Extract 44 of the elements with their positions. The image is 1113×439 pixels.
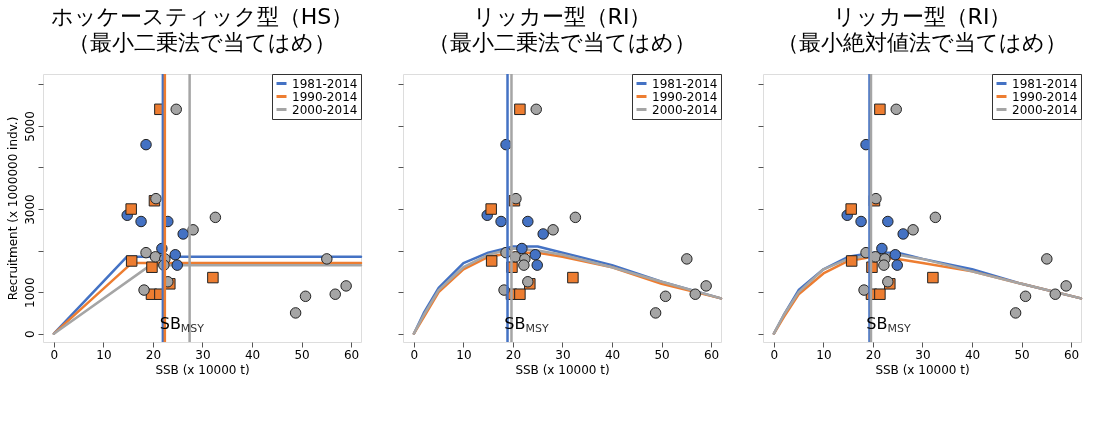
x-tick-label: 20	[145, 347, 162, 362]
x-tick-label: 10	[816, 347, 832, 362]
x-tick-label: 50	[654, 347, 670, 362]
chart-title: リッカー型（RI）	[832, 3, 1012, 29]
x-tick-label: 10	[96, 347, 112, 362]
x-tick-label: 0	[770, 347, 779, 362]
legend-label: 1990-2014	[652, 89, 718, 104]
x-tick-label: 50	[1014, 347, 1030, 362]
x-tick-label: 20	[865, 347, 882, 362]
x-axis-title: SSB (x 10000 t)	[155, 362, 250, 377]
y-tick-label: 0	[22, 330, 37, 339]
y-tick-label: 5000	[22, 111, 37, 142]
x-tick-label: 0	[410, 347, 419, 362]
y-axis-title: Recruitment (x 1000000 indv.)	[5, 116, 20, 301]
chart-title: リッカー型（RI）	[472, 3, 652, 29]
x-tick-label: 50	[294, 347, 310, 362]
chart-subtitle: （最小絶対値法で当てはめ）	[777, 29, 1067, 55]
legend-label: 1990-2014	[1012, 89, 1078, 104]
chart-subtitle: （最小二乗法で当てはめ）	[428, 29, 696, 55]
legend-label: 2000-2014	[652, 102, 718, 117]
chart-subtitle: （最小二乗法で当てはめ）	[68, 29, 336, 55]
x-tick-label: 20	[505, 347, 522, 362]
x-axis-title: SSB (x 10000 t)	[875, 362, 970, 377]
legend-label: 1981-2014	[1012, 76, 1078, 91]
y-tick-label: 1000	[22, 277, 37, 308]
x-tick-label: 30	[555, 347, 571, 362]
legend-label: 2000-2014	[1012, 102, 1078, 117]
legend-label: 1981-2014	[292, 76, 358, 91]
x-tick-label: 30	[195, 347, 211, 362]
y-tick-label: 3000	[22, 194, 37, 225]
x-tick-label: 60	[703, 347, 720, 362]
legend-label: 1990-2014	[292, 89, 358, 104]
x-axis-title: SSB (x 10000 t)	[515, 362, 610, 377]
x-tick-label: 40	[604, 347, 621, 362]
x-tick-label: 30	[915, 347, 931, 362]
legend-label: 2000-2014	[292, 102, 358, 117]
chart-title: ホッケースティック型（HS）	[50, 3, 354, 29]
x-tick-label: 40	[964, 347, 981, 362]
x-tick-label: 60	[343, 347, 360, 362]
legend-label: 1981-2014	[652, 76, 718, 91]
x-tick-label: 40	[244, 347, 261, 362]
x-tick-label: 0	[50, 347, 59, 362]
x-tick-label: 10	[456, 347, 472, 362]
x-tick-label: 60	[1063, 347, 1080, 362]
